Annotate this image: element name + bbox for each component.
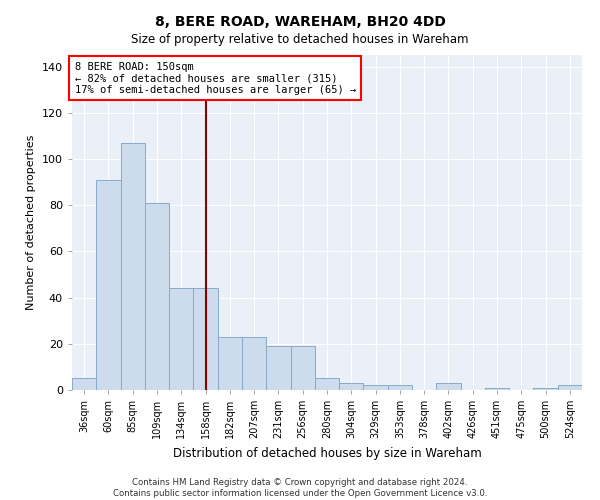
Text: Contains HM Land Registry data © Crown copyright and database right 2024.
Contai: Contains HM Land Registry data © Crown c… [113,478,487,498]
Bar [364,386,388,390]
Text: 8 BERE ROAD: 150sqm
← 82% of detached houses are smaller (315)
17% of semi-detac: 8 BERE ROAD: 150sqm ← 82% of detached ho… [74,62,356,95]
Bar [218,337,242,390]
Bar [266,346,290,390]
Bar [169,288,193,390]
Bar [145,203,169,390]
Bar [121,143,145,390]
Y-axis label: Number of detached properties: Number of detached properties [26,135,36,310]
Bar [558,386,582,390]
Bar [436,383,461,390]
X-axis label: Distribution of detached houses by size in Wareham: Distribution of detached houses by size … [173,446,481,460]
Bar [315,378,339,390]
Text: Size of property relative to detached houses in Wareham: Size of property relative to detached ho… [131,32,469,46]
Bar [533,388,558,390]
Bar [72,378,96,390]
Bar [96,180,121,390]
Text: 8, BERE ROAD, WAREHAM, BH20 4DD: 8, BERE ROAD, WAREHAM, BH20 4DD [155,15,445,29]
Bar [388,386,412,390]
Bar [290,346,315,390]
Bar [485,388,509,390]
Bar [339,383,364,390]
Bar [193,288,218,390]
Bar [242,337,266,390]
